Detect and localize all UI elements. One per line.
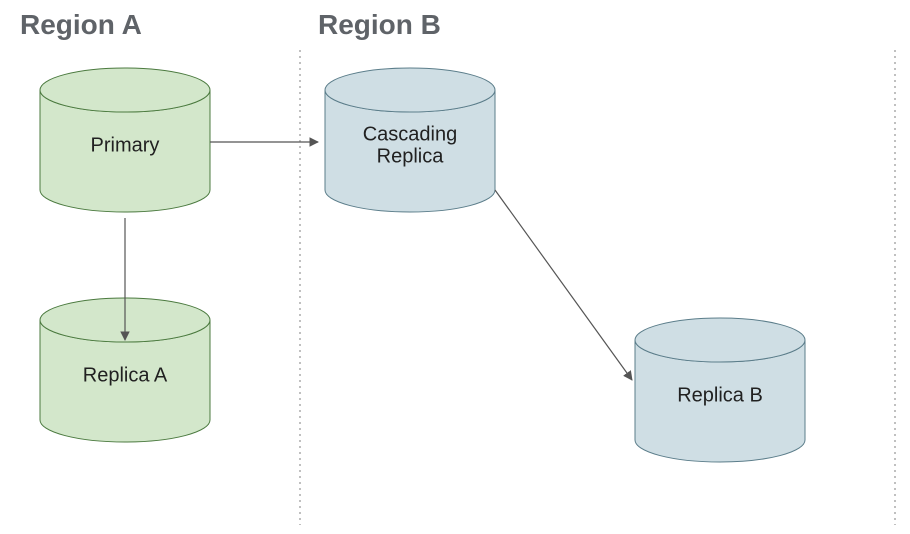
db-node-cascading: CascadingReplica [325,68,495,212]
db-node-replicaB: Replica B [635,318,805,462]
db-node-label: Replica A [83,364,168,386]
diagram-canvas: Region A Region B Primary Replica A Cascadin… [0,0,910,534]
db-node-label: Replica B [677,384,763,406]
db-node-label: Replica [377,145,445,167]
region-title: Region A [20,9,142,40]
db-node-primary: Primary [40,68,210,212]
edge-cascading-to-replicaB [495,190,632,380]
db-node-label: Cascading [363,123,458,145]
region-title: Region B [318,9,441,40]
db-node-label: Primary [91,134,160,156]
